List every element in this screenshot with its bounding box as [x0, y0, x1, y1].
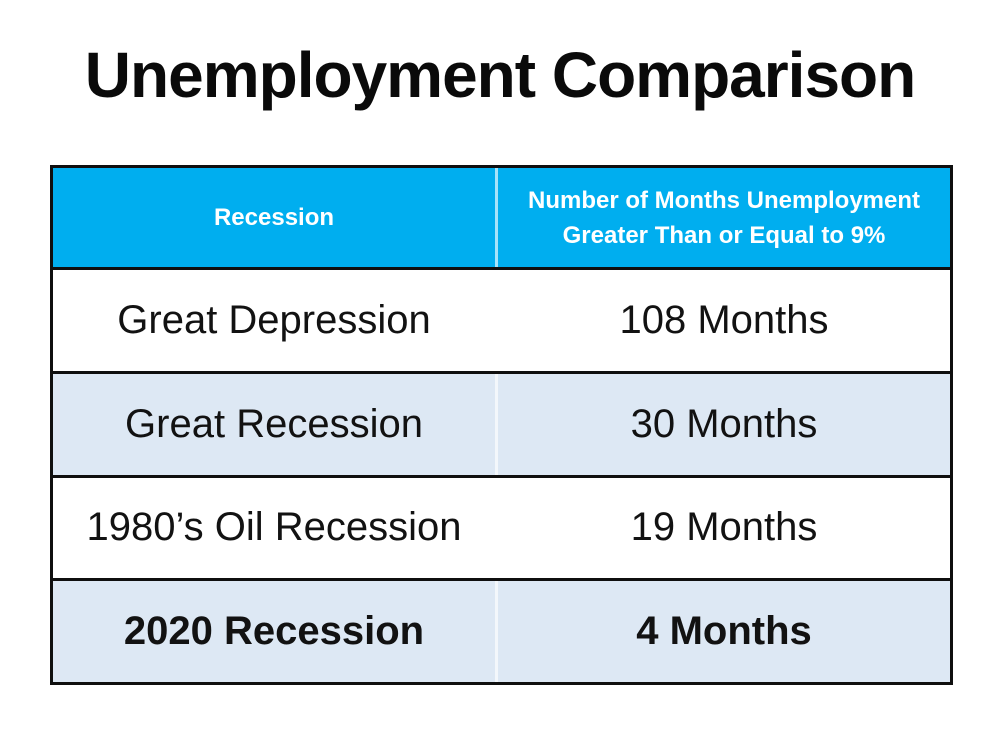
column-header-months: Number of Months Unemployment Greater Th… [498, 168, 950, 267]
months-value: 30 Months [630, 401, 818, 446]
recession-name-cell: 1980’s Oil Recession [53, 477, 499, 579]
recession-name: 1980’s Oil Recession [86, 505, 462, 550]
table-row-2020-recession: 2020 Recession 4 Months [53, 578, 950, 682]
recession-name: Great Depression [117, 297, 431, 342]
months-value: 19 Months [630, 505, 818, 550]
months-value: 4 Months [636, 609, 812, 654]
page-title: Unemployment Comparison [84, 39, 916, 111]
months-value-cell: 19 Months [498, 478, 950, 579]
unemployment-comparison-table: Recession Number of Months Unemployment … [50, 165, 953, 685]
recession-name-cell: 2020 Recession [53, 581, 499, 682]
column-header-recession: Recession [53, 168, 499, 267]
months-value-cell: 108 Months [498, 270, 950, 371]
column-header-recession-label: Recession [213, 204, 335, 231]
table-row-1980s-oil-recession: 1980’s Oil Recession 19 Months [53, 474, 950, 579]
column-header-months-line2: Greater Than or Equal to 9% [562, 221, 886, 249]
table-header-row: Recession Number of Months Unemployment … [53, 168, 950, 267]
table-row-great-recession: Great Recession 30 Months [53, 370, 950, 475]
table-row-great-depression: Great Depression 108 Months [53, 267, 950, 371]
months-value-cell: 4 Months [498, 581, 950, 682]
recession-name-cell: Great Recession [53, 373, 499, 475]
column-header-months-line1: Number of Months Unemployment [528, 186, 921, 214]
months-value: 108 Months [619, 297, 829, 342]
recession-name-cell: Great Depression [53, 270, 499, 371]
months-value-cell: 30 Months [498, 374, 950, 475]
recession-name: 2020 Recession [123, 609, 425, 654]
recession-name: Great Recession [125, 401, 423, 446]
